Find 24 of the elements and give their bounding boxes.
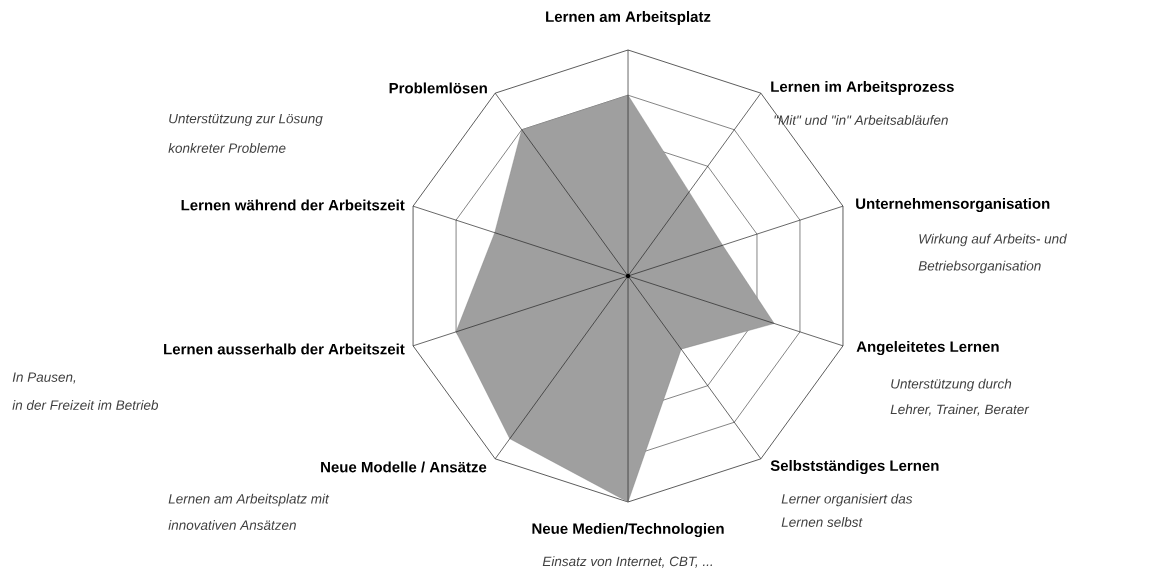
spoke-label: Lernen am Arbeitsplatz (546, 10, 711, 25)
spoke-label: Lernen im Arbeitsprozess (771, 80, 954, 95)
spoke-label: Lernen ausserhalb der Arbeitszeit (164, 343, 405, 355)
spoke-label: Neue Medien/Technologien (532, 522, 724, 538)
spoke-label: Neue Modelle / Ansätze (321, 461, 487, 473)
text: Einsatz von Internet, CBT, ... (542, 556, 713, 568)
text: In Pausen, (12, 372, 76, 384)
spoke-label: Unternehmensorganisation (856, 197, 1050, 212)
text: Unterstützung zur Lösung (169, 113, 323, 127)
spoke-label: Problemlösen (389, 82, 487, 94)
text: "Mit" und "in" Arbeitsabläufen (774, 115, 948, 125)
spoke-label: Selbstständiges Lernen (770, 459, 939, 474)
text: Lehrer, Trainer, Berater (890, 404, 1030, 416)
text: Lernen selbst (781, 517, 863, 527)
text: Betriebsorganisation (918, 260, 1041, 274)
text: Wirkung auf Arbeits- und (919, 233, 1067, 247)
text: in der Freizeit im Betrieb (12, 400, 159, 410)
text: innovativen Ansätzen (168, 520, 296, 530)
spoke-label: Lernen während der Arbeitszeit (181, 199, 405, 211)
text: Lerner organisiert das (781, 493, 913, 507)
text: Unterstützung durch (891, 378, 1012, 392)
spoke-label: Angeleitetes Lernen (856, 340, 999, 356)
text: konkreter Probleme (168, 143, 286, 153)
text: Lernen am Arbeitsplatz mit (168, 493, 330, 507)
